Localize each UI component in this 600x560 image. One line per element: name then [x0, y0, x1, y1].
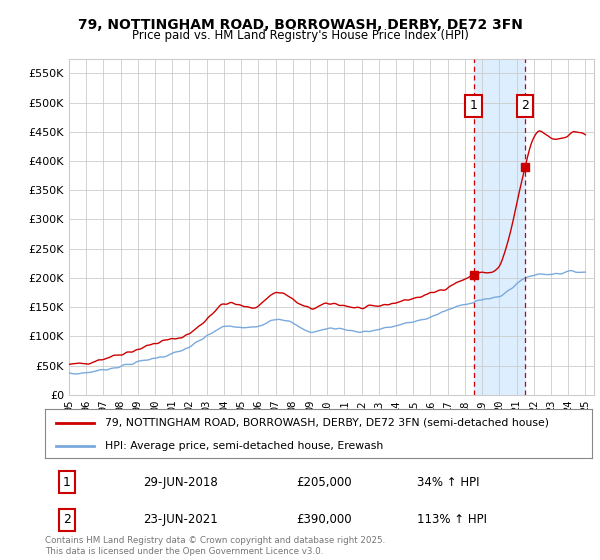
Text: 2: 2 — [63, 513, 71, 526]
Text: 79, NOTTINGHAM ROAD, BORROWASH, DERBY, DE72 3FN (semi-detached house): 79, NOTTINGHAM ROAD, BORROWASH, DERBY, D… — [105, 418, 549, 428]
Text: 1: 1 — [63, 475, 71, 489]
Text: Contains HM Land Registry data © Crown copyright and database right 2025.
This d: Contains HM Land Registry data © Crown c… — [45, 536, 385, 556]
Text: 29-JUN-2018: 29-JUN-2018 — [143, 475, 218, 489]
Text: 1: 1 — [470, 99, 478, 113]
Text: £390,000: £390,000 — [297, 513, 352, 526]
Text: 113% ↑ HPI: 113% ↑ HPI — [417, 513, 487, 526]
Text: Price paid vs. HM Land Registry's House Price Index (HPI): Price paid vs. HM Land Registry's House … — [131, 29, 469, 42]
Text: 2: 2 — [521, 99, 529, 113]
Text: 79, NOTTINGHAM ROAD, BORROWASH, DERBY, DE72 3FN: 79, NOTTINGHAM ROAD, BORROWASH, DERBY, D… — [77, 18, 523, 32]
Text: 34% ↑ HPI: 34% ↑ HPI — [417, 475, 479, 489]
Bar — [473, 59, 525, 395]
Text: 23-JUN-2021: 23-JUN-2021 — [143, 513, 218, 526]
Text: £205,000: £205,000 — [297, 475, 352, 489]
Text: HPI: Average price, semi-detached house, Erewash: HPI: Average price, semi-detached house,… — [105, 441, 383, 451]
